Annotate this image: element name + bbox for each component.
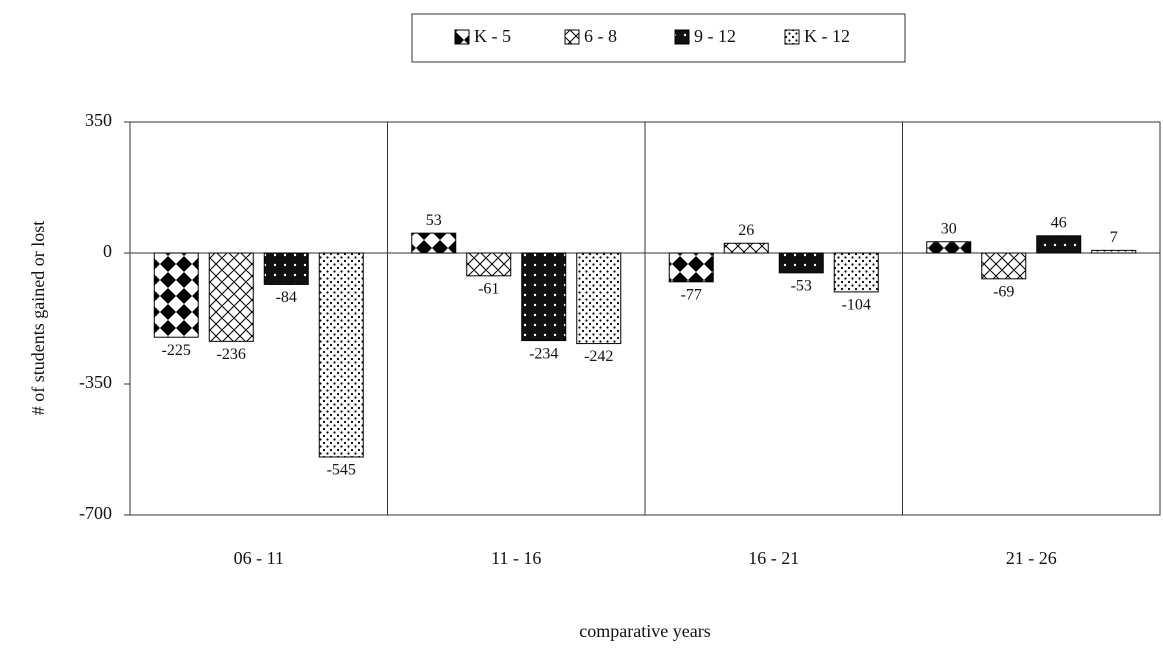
data-label: -236 — [217, 346, 246, 363]
bar — [723, 242, 769, 254]
x-tick-label: 11 - 16 — [491, 548, 541, 568]
data-label: -69 — [993, 283, 1014, 300]
data-label: 30 — [941, 220, 957, 237]
x-tick-label: 06 - 11 — [234, 548, 284, 568]
bar — [263, 252, 309, 285]
legend-label: 9 - 12 — [694, 26, 736, 46]
y-tick-label: 0 — [103, 241, 112, 261]
legend-box — [411, 13, 906, 63]
x-axis-label: comparative years — [579, 621, 710, 641]
y-tick-label: -350 — [79, 372, 112, 392]
bar — [411, 232, 457, 254]
data-label: -234 — [529, 345, 558, 362]
data-label: -61 — [478, 281, 499, 298]
y-axis-label: # of students gained or lost — [28, 221, 48, 415]
x-tick-label: 21 - 26 — [1006, 548, 1057, 568]
bar — [1091, 249, 1137, 254]
data-label: -242 — [584, 348, 613, 365]
bar — [521, 252, 567, 342]
y-tick-label: 350 — [85, 110, 112, 130]
legend-swatch — [784, 29, 800, 45]
data-label: -84 — [276, 289, 297, 306]
bar — [466, 252, 512, 277]
bar — [576, 252, 622, 345]
legend-swatch — [454, 29, 470, 45]
y-tick-label: -700 — [79, 503, 112, 523]
bar — [981, 252, 1027, 280]
bar — [833, 252, 879, 293]
data-label: 7 — [1110, 229, 1118, 246]
legend-label: K - 12 — [804, 26, 850, 46]
legend-swatch — [564, 29, 580, 45]
legend-label: K - 5 — [474, 26, 511, 46]
bar — [778, 252, 824, 274]
data-label: -545 — [327, 462, 356, 479]
bar — [926, 241, 972, 254]
data-label: -104 — [842, 297, 871, 314]
data-label: 46 — [1051, 214, 1067, 231]
legend-swatch — [674, 29, 690, 45]
bar — [208, 252, 254, 342]
bar — [318, 252, 364, 458]
data-label: 26 — [738, 222, 754, 239]
data-label: 53 — [426, 212, 442, 229]
bar — [1036, 235, 1082, 254]
bar — [153, 252, 199, 338]
data-label: -225 — [162, 342, 191, 359]
bar — [668, 252, 714, 283]
data-label: -77 — [681, 286, 702, 303]
x-tick-label: 16 - 21 — [748, 548, 799, 568]
data-label: -53 — [791, 278, 812, 295]
legend-label: 6 - 8 — [584, 26, 617, 46]
